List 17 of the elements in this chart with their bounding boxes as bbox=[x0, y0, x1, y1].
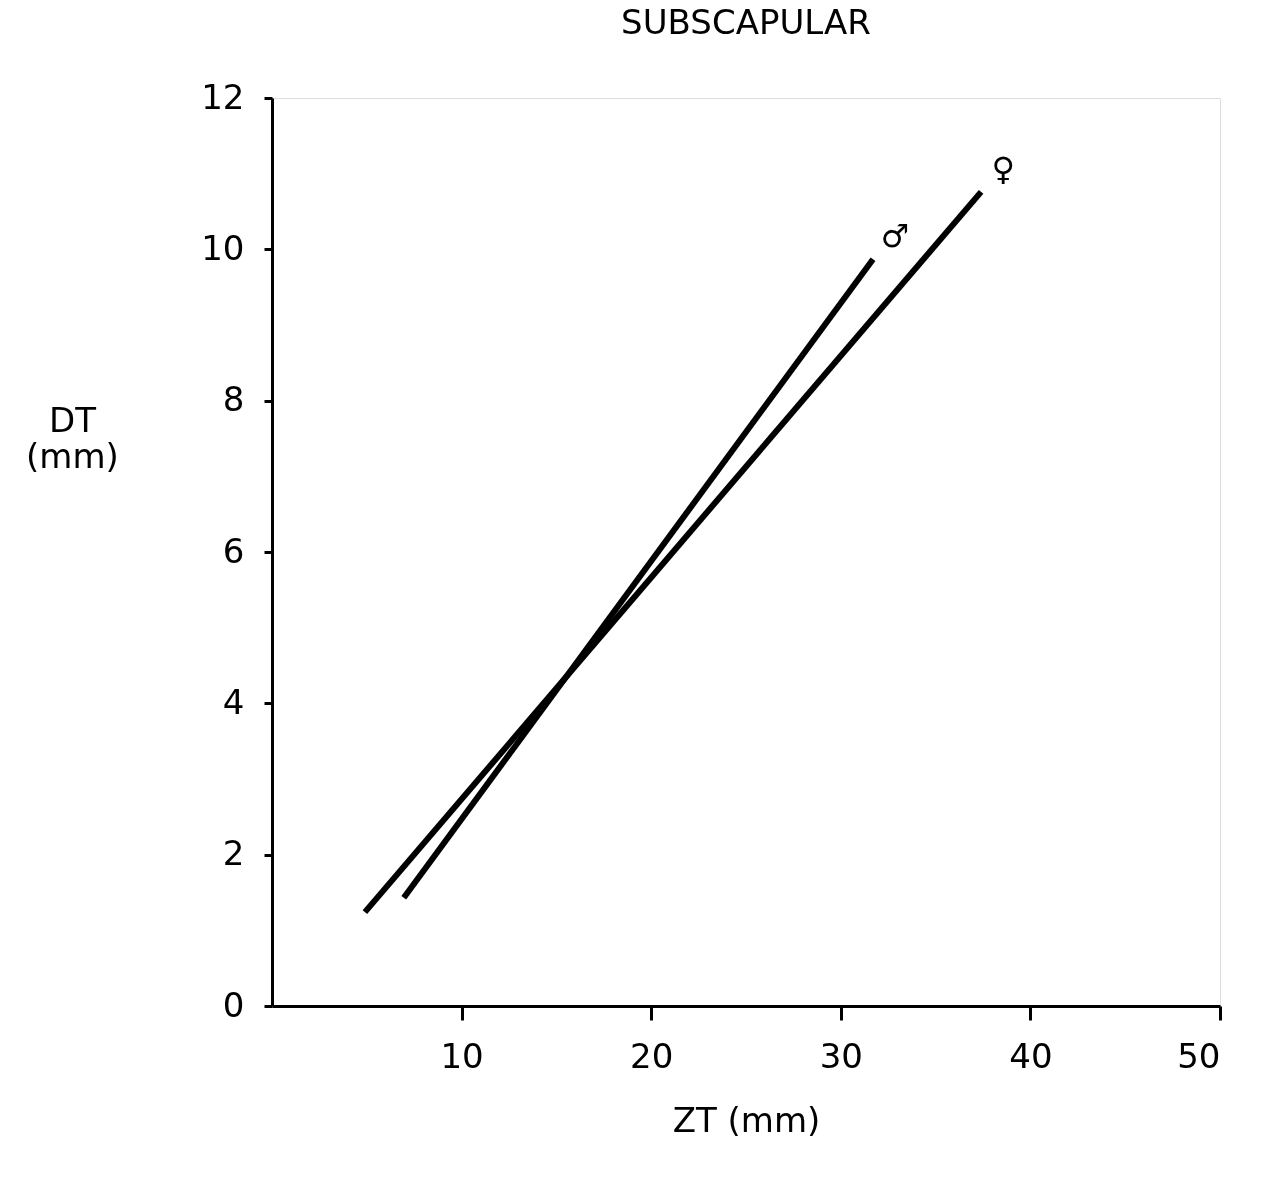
x-tick-label: 40 bbox=[1009, 1035, 1053, 1076]
y-tick-label: 4 bbox=[222, 681, 245, 722]
x-tick-label: 20 bbox=[630, 1035, 674, 1076]
y-tick-label: 2 bbox=[222, 833, 245, 874]
y-tick-label: 12 bbox=[201, 76, 245, 117]
x-tick-label: 30 bbox=[819, 1035, 863, 1076]
series-label: ♂ bbox=[880, 217, 910, 256]
x-tick-label: 10 bbox=[440, 1035, 484, 1076]
chart-title: SUBSCAPULAR bbox=[621, 2, 871, 42]
y-axis-title: DT (mm) bbox=[26, 399, 119, 476]
y-tick-label: 8 bbox=[222, 379, 245, 420]
y-tick-label: 10 bbox=[201, 227, 245, 268]
y-tick-label: 6 bbox=[222, 530, 245, 571]
x-axis-title: ZT (mm) bbox=[672, 1099, 821, 1140]
series-label: ♀ bbox=[991, 149, 1015, 188]
y-tick-label: 0 bbox=[222, 984, 245, 1025]
x-tick-label: 50 bbox=[1177, 1035, 1221, 1076]
